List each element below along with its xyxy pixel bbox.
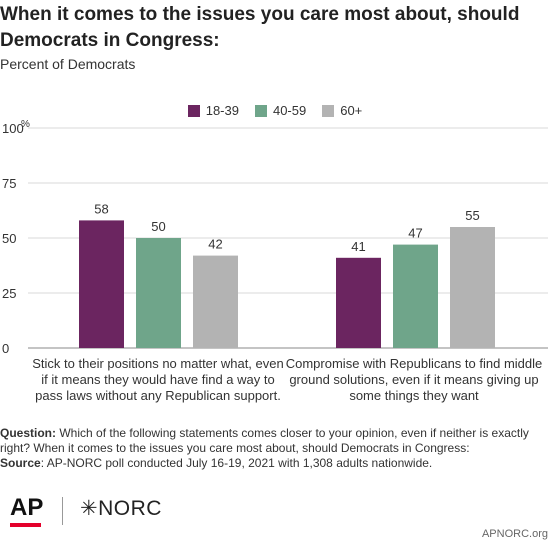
y-tick-label-25: 25 [2,286,16,301]
logo-divider [62,497,63,525]
question-text: Which of the following statements comes … [0,426,529,455]
question-label: Question: [0,426,56,440]
legend-label-60-plus: 60+ [340,103,363,118]
y-tick-label-75: 75 [2,176,16,191]
bar-18-39-cat1 [336,257,381,348]
source-label: Source [0,456,41,470]
source-text: : AP-NORC poll conducted July 16-19, 202… [40,456,433,470]
y-tick-label-100: 100 [2,121,24,136]
question-note: Question: Which of the following stateme… [0,426,548,456]
ap-logo: AP [10,494,44,521]
website-label: APNORC.org [481,528,548,540]
norc-logo: ✳NORC [80,497,162,520]
y-tick-label-0: 0 [2,341,9,356]
category-label-compromise: Compromise with Republicans to find midd… [285,356,543,403]
bar-40-59-cat0 [136,238,181,348]
chart-title: When it comes to the issues you care mos… [0,4,520,51]
legend-item-40-59: 40-59 [254,103,307,118]
data-label-60-plus-cat0: 42 [208,237,222,252]
legend-swatch-18-39 [187,104,200,117]
y-tick-label-50: 50 [2,231,16,246]
legend: 18-39 40-59 60+ [0,103,550,118]
data-label-40-59-cat0: 50 [151,219,165,234]
chart-subtitle: Percent of Democrats [0,56,136,72]
legend-item-18-39: 18-39 [187,103,239,118]
legend-label-40-59: 40-59 [272,103,307,118]
bar-60-plus-cat0 [193,255,238,348]
bar-60-plus-cat1 [450,227,495,348]
source-note: Source: AP-NORC poll conducted July 16-1… [0,456,548,471]
y-axis-unit: % [21,119,30,130]
bar-40-59-cat1 [393,244,438,348]
bar-chart: 0 25 50 75 100% 58 50 42 41 47 55 [2,119,548,356]
data-label-18-39-cat1: 41 [351,239,365,254]
ap-logo-underline [10,523,41,527]
data-label-40-59-cat1: 47 [408,226,422,241]
category-label-stick: Stick to their positions no matter what,… [32,356,284,403]
chart-notes: Question: Which of the following stateme… [0,426,548,471]
legend-swatch-60-plus [322,104,335,117]
legend-item-60-plus: 60+ [322,103,362,118]
data-label-18-39-cat0: 58 [94,201,108,216]
legend-swatch-40-59 [254,104,267,117]
legend-label-18-39: 18-39 [205,103,239,118]
data-label-60-plus-cat1: 55 [465,208,479,223]
bar-18-39-cat0 [79,220,124,348]
